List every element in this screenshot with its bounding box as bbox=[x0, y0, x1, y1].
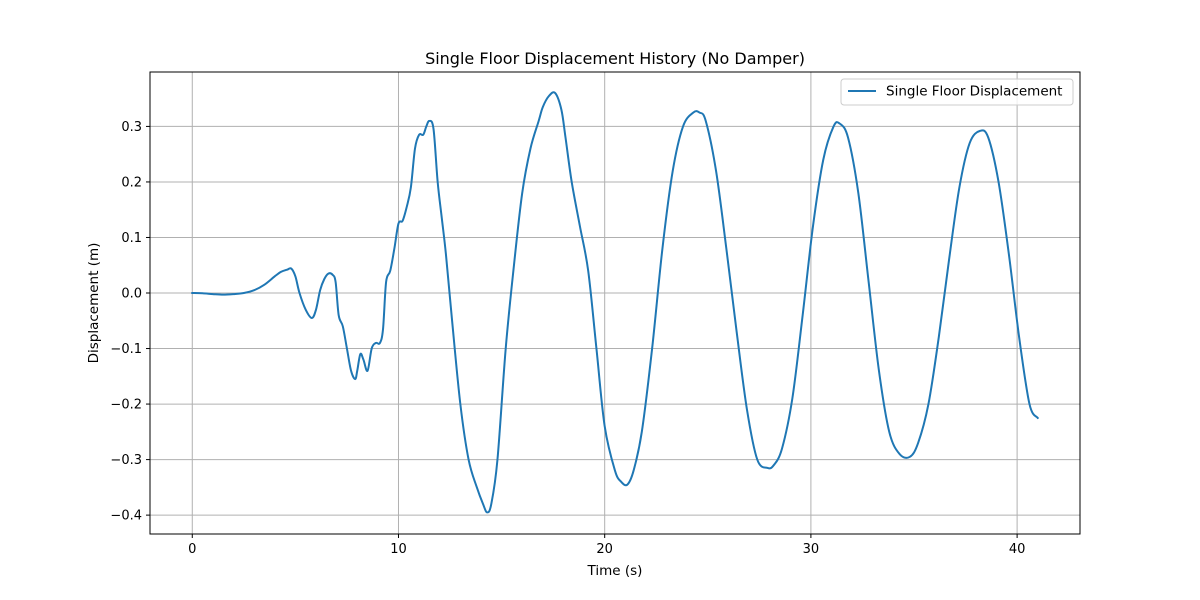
series-layer bbox=[191, 91, 1040, 514]
legend-label: Single Floor Displacement bbox=[886, 84, 1062, 100]
y-tick-label: −0.1 bbox=[110, 342, 142, 357]
y-tick-label: −0.2 bbox=[110, 398, 142, 413]
x-axis-label: Time (s) bbox=[587, 563, 643, 579]
x-tick-label: 10 bbox=[390, 542, 407, 557]
x-grid-lines bbox=[191, 72, 1018, 534]
x-tick-label: 20 bbox=[596, 542, 613, 557]
x-tick-label: 0 bbox=[188, 542, 196, 557]
y-axis-label: Displacement (m) bbox=[86, 243, 102, 364]
y-axis-ticks: −0.4 −0.3 −0.2 −0.1 0.0 0.1 0.2 0.3 bbox=[110, 120, 150, 524]
y-tick-label: 0.3 bbox=[121, 120, 142, 135]
y-tick-label: 0.0 bbox=[121, 287, 142, 302]
y-tick-label: 0.1 bbox=[121, 231, 142, 246]
axes-frame bbox=[149, 71, 1081, 535]
y-tick-label: 0.2 bbox=[121, 175, 142, 190]
x-tick-label: 40 bbox=[1009, 542, 1026, 557]
y-tick-label: −0.4 bbox=[110, 509, 142, 524]
y-grid-lines bbox=[150, 125, 1080, 516]
legend: Single Floor Displacement bbox=[840, 78, 1074, 106]
y-tick-label: −0.3 bbox=[110, 453, 142, 468]
series-line-displacement bbox=[191, 91, 1040, 514]
axes-background bbox=[150, 72, 1080, 534]
x-axis-ticks: 0 10 20 30 40 bbox=[188, 534, 1025, 557]
legend-box bbox=[840, 78, 1074, 106]
chart-title: Single Floor Displacement History (No Da… bbox=[425, 49, 805, 68]
x-tick-label: 30 bbox=[803, 542, 820, 557]
